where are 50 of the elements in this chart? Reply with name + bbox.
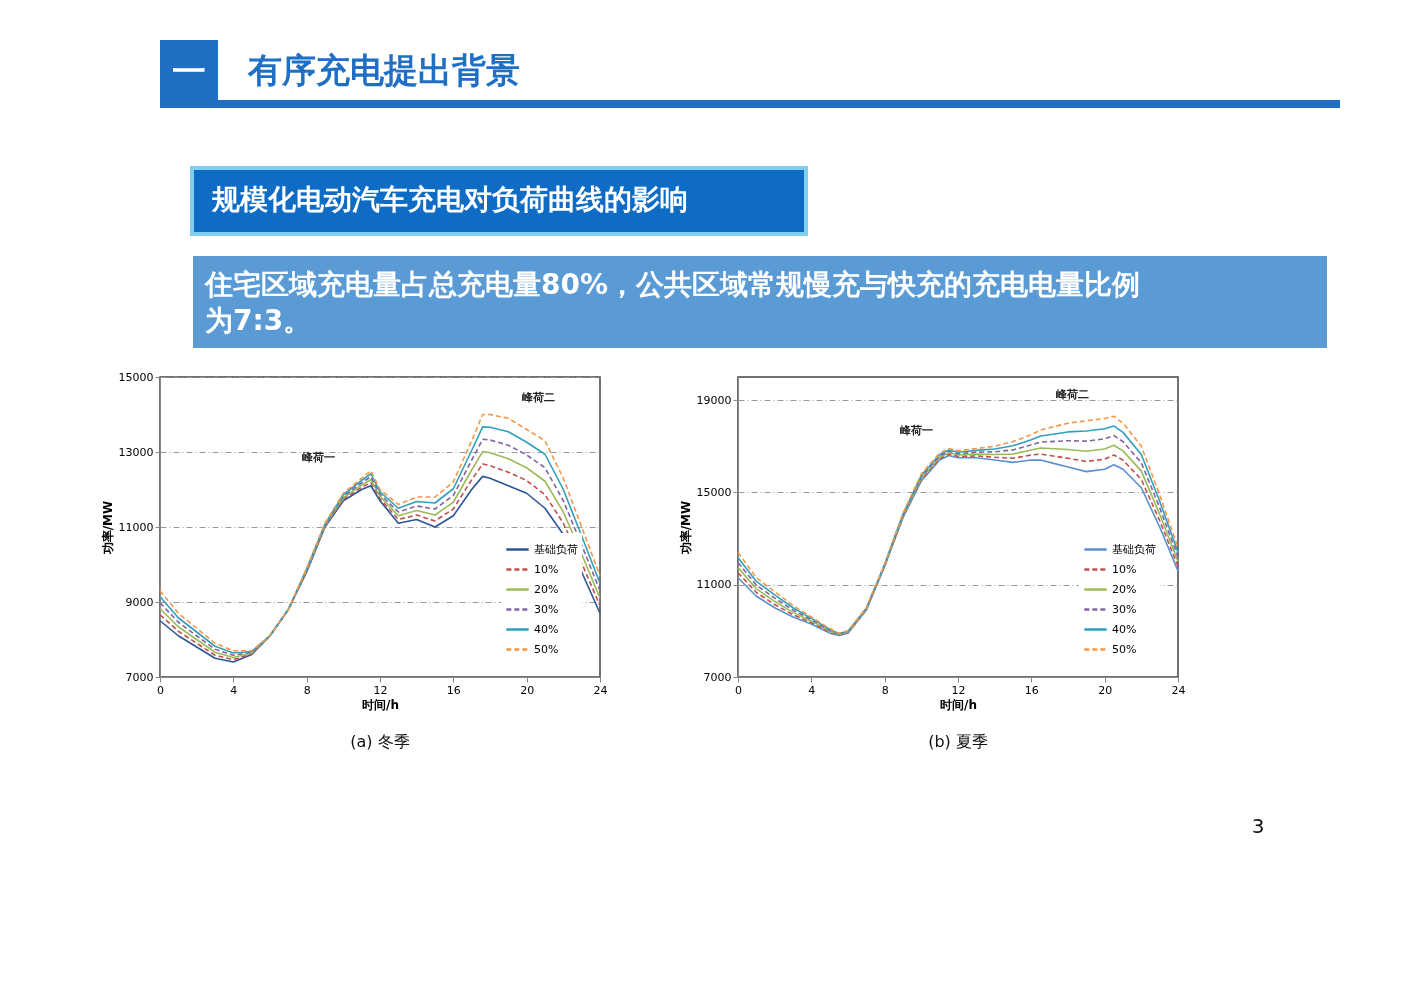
y-tick-label: 11000 — [118, 520, 154, 534]
legend-label: 10% — [534, 562, 559, 576]
y-tick-label: 11000 — [696, 578, 732, 592]
x-tick-label: 12 — [951, 683, 966, 697]
text: 一 — [172, 51, 206, 91]
annotation: 峰荷二 — [1055, 388, 1089, 401]
text: 住宅区域充电量占总充电量80%，公共区域常规慢充与快充的充电电量比例为7:3。 — [203, 268, 1141, 337]
legend-label: 基础负荷 — [1112, 542, 1156, 556]
y-axis-title: 功率/MW — [678, 500, 693, 556]
x-tick-label: 8 — [881, 683, 889, 697]
y-tick-label: 7000 — [125, 670, 154, 684]
y-tick-label: 7000 — [703, 670, 732, 684]
y-tick-label: 9000 — [125, 595, 154, 609]
chart-subtitle: 规模化电动汽车充电对负荷曲线的影响 — [211, 183, 688, 216]
x-tick-label: 0 — [735, 683, 742, 697]
y-tick-label: 15000 — [696, 485, 732, 499]
x-tick-label: 4 — [230, 683, 238, 697]
text: 3 — [1251, 814, 1265, 838]
legend-label: 基础负荷 — [534, 542, 578, 556]
annotation: 峰荷一 — [301, 451, 335, 464]
legend-label: 20% — [1112, 582, 1137, 596]
x-tick-label: 24 — [593, 683, 608, 697]
legend-label: 10% — [1112, 562, 1137, 576]
legend-label: 50% — [1112, 642, 1137, 656]
x-axis-title: 时间/h — [362, 697, 399, 712]
y-tick-label: 15000 — [118, 370, 154, 384]
x-tick-label: 16 — [446, 683, 461, 697]
annotation: 峰荷二 — [521, 391, 555, 404]
text: (a) 冬季 — [350, 732, 410, 751]
x-tick-label: 4 — [808, 683, 816, 697]
x-tick-label: 20 — [1098, 683, 1113, 697]
x-tick-label: 8 — [303, 683, 311, 697]
annotation: 峰荷一 — [899, 424, 933, 437]
legend-label: 40% — [534, 622, 559, 636]
x-tick-label: 16 — [1024, 683, 1039, 697]
x-tick-label: 12 — [373, 683, 388, 697]
x-tick-label: 24 — [1171, 683, 1186, 697]
legend-label: 30% — [1112, 602, 1137, 616]
x-tick-label: 0 — [157, 683, 164, 697]
legend-label: 50% — [534, 642, 559, 656]
legend-label: 20% — [534, 582, 559, 596]
y-tick-label: 19000 — [696, 393, 732, 407]
x-axis-title: 时间/h — [940, 697, 977, 712]
legend-label: 40% — [1112, 622, 1137, 636]
text: (b) 夏季 — [928, 732, 988, 751]
y-tick-label: 13000 — [118, 445, 154, 459]
legend-label: 30% — [534, 602, 559, 616]
x-tick-label: 20 — [520, 683, 535, 697]
chart-title: 有序充电提出背景 — [247, 50, 520, 90]
y-axis-title: 功率/MW — [100, 500, 115, 556]
